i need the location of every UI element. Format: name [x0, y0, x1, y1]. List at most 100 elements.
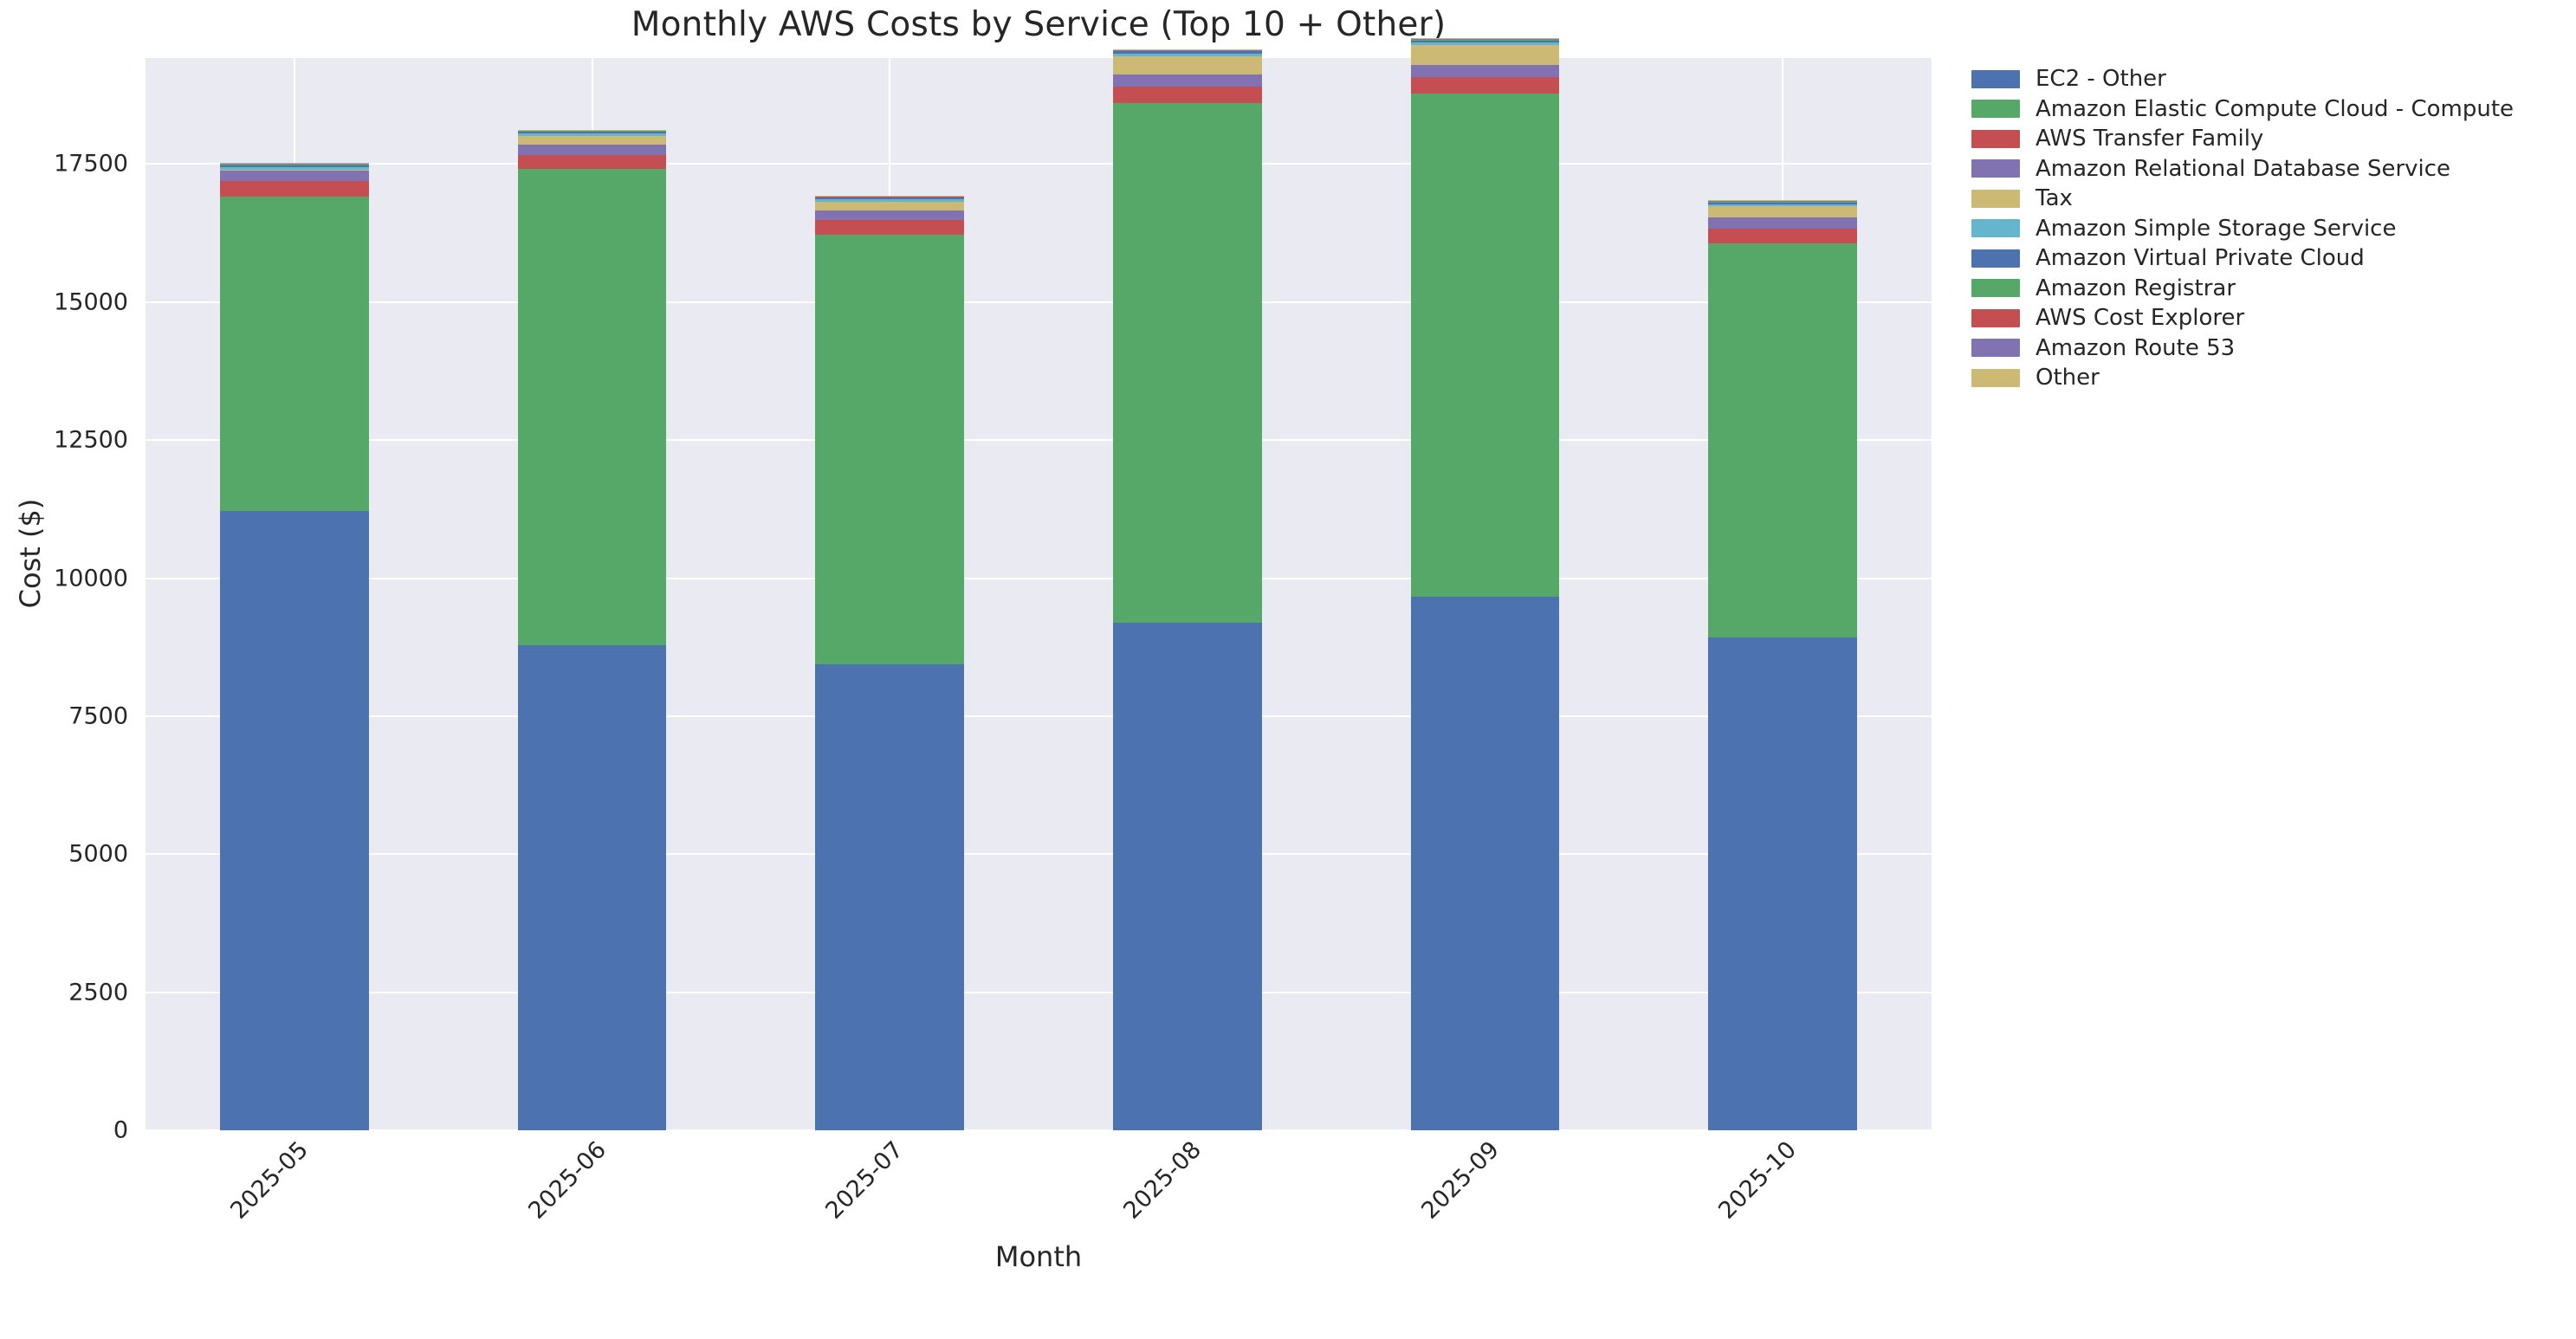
x-tick-label: 2025-09 [1301, 1136, 1504, 1339]
bar-segment[interactable] [1113, 54, 1262, 56]
bar-segment[interactable] [1113, 623, 1262, 1130]
legend-item[interactable]: Amazon Registrar [1971, 274, 2569, 304]
bar-segment[interactable] [815, 220, 964, 234]
bar-segment[interactable] [1708, 206, 1857, 217]
bar-segment[interactable] [1411, 40, 1560, 42]
legend-item[interactable]: Amazon Route 53 [1971, 333, 2569, 364]
bar-segment[interactable] [518, 645, 667, 1130]
bar-segment[interactable] [815, 210, 964, 220]
bar-segment[interactable] [815, 199, 964, 202]
bar-segment[interactable] [1113, 56, 1262, 74]
bar-segment[interactable] [815, 664, 964, 1130]
legend-item[interactable]: AWS Cost Explorer [1971, 303, 2569, 333]
y-gridline [146, 439, 1932, 441]
y-gridline [146, 992, 1932, 993]
legend-item[interactable]: Tax [1971, 184, 2569, 214]
chart-figure: Monthly AWS Costs by Service (Top 10 + O… [0, 0, 2576, 1284]
legend-item-label: Other [2036, 366, 2100, 389]
bar-segment[interactable] [1708, 202, 1857, 204]
bar-segment[interactable] [518, 155, 667, 170]
bar-segment[interactable] [1411, 45, 1560, 65]
bar-segment[interactable] [518, 131, 667, 133]
bar-segment[interactable] [518, 145, 667, 155]
bar-segment[interactable] [1113, 51, 1262, 54]
x-tick-label: 2025-06 [408, 1136, 611, 1339]
legend-item[interactable]: Amazon Simple Storage Service [1971, 214, 2569, 244]
y-tick-label: 5000 [0, 841, 128, 868]
bar-segment[interactable] [1411, 597, 1560, 1130]
legend-swatch-icon [1971, 190, 2020, 208]
bar-segment[interactable] [220, 164, 369, 165]
bar-segment[interactable] [815, 197, 964, 200]
legend-swatch-icon [1971, 369, 2020, 387]
bar-segment[interactable] [1113, 50, 1262, 51]
bar-segment[interactable] [1708, 229, 1857, 243]
bar-stack[interactable] [815, 196, 964, 1130]
bar-stack[interactable] [1113, 49, 1262, 1130]
bar-stack[interactable] [518, 130, 667, 1130]
y-tick-label: 15000 [0, 288, 128, 315]
legend-item-label: Amazon Route 53 [2036, 337, 2235, 359]
y-gridline [146, 578, 1932, 579]
y-tick-label: 0 [0, 1117, 128, 1144]
legend-item-label: Amazon Virtual Private Cloud [2036, 247, 2365, 269]
y-tick-label: 7500 [0, 702, 128, 729]
bar-segment[interactable] [1411, 42, 1560, 45]
legend-swatch-icon [1971, 100, 2020, 118]
legend-item[interactable]: EC2 - Other [1971, 64, 2569, 94]
legend-item-label: AWS Cost Explorer [2036, 307, 2244, 329]
bar-segment[interactable] [1708, 243, 1857, 637]
bar-segment[interactable] [220, 511, 369, 1130]
y-gridline [146, 715, 1932, 717]
bar-segment[interactable] [1708, 204, 1857, 207]
bar-segment[interactable] [1113, 87, 1262, 103]
legend-item[interactable]: Amazon Relational Database Service [1971, 154, 2569, 184]
bar-segment[interactable] [1113, 103, 1262, 624]
legend-item[interactable]: Amazon Elastic Compute Cloud - Compute [1971, 94, 2569, 125]
bar-segment[interactable] [815, 202, 964, 210]
legend-swatch-icon [1971, 279, 2020, 297]
y-tick-label: 10000 [0, 565, 128, 592]
x-axis-label: Month [146, 1240, 1932, 1273]
bar-segment[interactable] [220, 171, 369, 181]
legend-item[interactable]: Other [1971, 363, 2569, 393]
x-tick-label: 2025-07 [706, 1136, 909, 1339]
bar-segment[interactable] [1411, 65, 1560, 77]
legend-item[interactable]: AWS Transfer Family [1971, 124, 2569, 154]
bar-stack[interactable] [220, 163, 369, 1130]
bar-segment[interactable] [220, 165, 369, 167]
bar-segment[interactable] [815, 235, 964, 664]
bar-segment[interactable] [518, 131, 667, 132]
bar-segment[interactable] [220, 170, 369, 171]
bar-segment[interactable] [220, 197, 369, 511]
y-gridline [146, 853, 1932, 855]
bar-segment[interactable] [220, 167, 369, 170]
legend-item-label: EC2 - Other [2036, 68, 2166, 90]
bar-segment[interactable] [1708, 637, 1857, 1130]
bar-segment[interactable] [1113, 50, 1262, 51]
bar-segment[interactable] [1708, 202, 1857, 203]
legend-item-label: Tax [2036, 187, 2073, 210]
bar-segment[interactable] [518, 133, 667, 136]
bar-segment[interactable] [220, 181, 369, 197]
legend-item-label: Amazon Simple Storage Service [2036, 217, 2396, 240]
legend-swatch-icon [1971, 130, 2020, 148]
y-tick-label: 2500 [0, 979, 128, 1006]
bar-segment[interactable] [518, 136, 667, 145]
bar-segment[interactable] [1708, 217, 1857, 229]
bar-segment[interactable] [1411, 94, 1560, 597]
legend-item-label: AWS Transfer Family [2036, 127, 2263, 150]
x-tick-label: 2025-08 [1004, 1136, 1207, 1339]
legend-item[interactable]: Amazon Virtual Private Cloud [1971, 243, 2569, 274]
bar-stack[interactable] [1411, 38, 1560, 1130]
bar-stack[interactable] [1708, 200, 1857, 1130]
y-tick-label: 12500 [0, 427, 128, 454]
chart-title: Monthly AWS Costs by Service (Top 10 + O… [146, 5, 1932, 44]
bar-segment[interactable] [1411, 77, 1560, 94]
bar-segment[interactable] [1411, 40, 1560, 41]
bar-segment[interactable] [518, 169, 667, 645]
bar-segment[interactable] [1113, 74, 1262, 87]
bar-segment[interactable] [1411, 39, 1560, 40]
